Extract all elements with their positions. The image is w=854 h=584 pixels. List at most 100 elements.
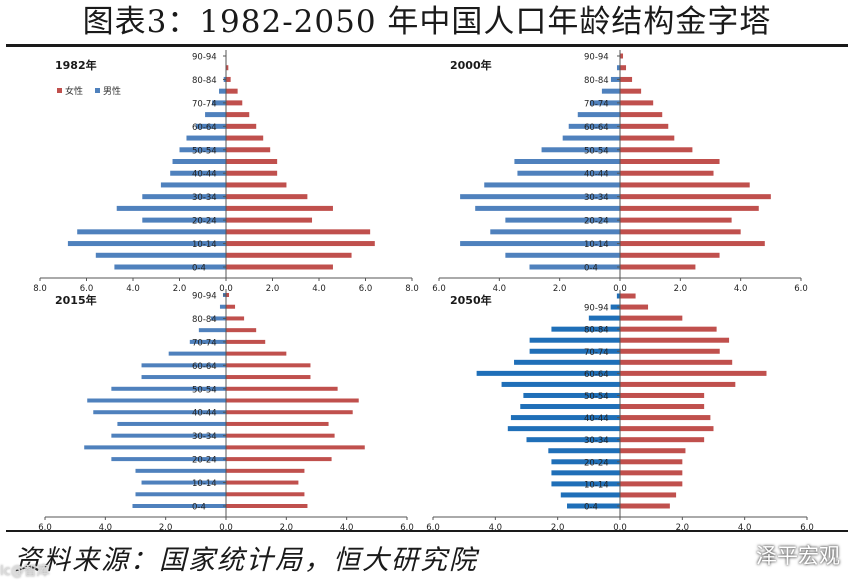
bar-female bbox=[620, 217, 732, 223]
category-label: 10-14 bbox=[192, 240, 217, 250]
bar-male bbox=[219, 88, 226, 94]
bar-male bbox=[111, 433, 226, 438]
watermark: 泽平宏观 bbox=[724, 540, 840, 570]
bar-male bbox=[551, 481, 620, 487]
chart-title: 2000年 bbox=[450, 58, 492, 72]
category-label: 20-24 bbox=[584, 458, 609, 468]
bar-male bbox=[476, 370, 620, 376]
watermark-text: 泽平宏观 bbox=[756, 544, 840, 568]
category-label: 60-64 bbox=[584, 370, 609, 380]
category-label: 10-14 bbox=[192, 479, 217, 489]
bar-female bbox=[226, 229, 371, 235]
bar-male bbox=[577, 112, 620, 118]
x-tick-label: 2.0 bbox=[280, 523, 294, 533]
bar-male bbox=[116, 205, 226, 211]
legend-label-female: 女性 bbox=[65, 85, 83, 97]
bar-male bbox=[548, 448, 620, 454]
bar-female bbox=[620, 205, 759, 211]
bar-female bbox=[226, 410, 353, 415]
legend-swatch-female bbox=[57, 88, 62, 93]
bar-male bbox=[186, 135, 226, 141]
bar-male bbox=[610, 76, 620, 82]
bar-female bbox=[226, 194, 308, 200]
bar-male bbox=[510, 415, 620, 421]
bar-male bbox=[95, 252, 226, 258]
x-tick-label: 2.0 bbox=[553, 284, 567, 294]
bar-male bbox=[484, 182, 620, 188]
bar-male bbox=[529, 348, 620, 354]
category-label: 50-54 bbox=[192, 146, 217, 156]
chart-title: 1982年 bbox=[55, 58, 97, 72]
bar-female bbox=[620, 135, 675, 141]
bar-female bbox=[620, 76, 633, 82]
bar-female bbox=[226, 217, 313, 223]
bar-female bbox=[620, 315, 683, 321]
category-label: 90-94 bbox=[584, 53, 609, 63]
bar-male bbox=[529, 264, 620, 270]
bar-female bbox=[226, 504, 308, 508]
bar-male bbox=[219, 304, 226, 309]
bar-female bbox=[620, 448, 686, 454]
category-label: 30-34 bbox=[584, 193, 609, 203]
bar-male bbox=[551, 470, 620, 476]
bar-male bbox=[117, 421, 226, 426]
category-label: 60-64 bbox=[192, 362, 217, 372]
bar-female bbox=[620, 293, 636, 299]
bar-male bbox=[475, 205, 620, 211]
bar-female bbox=[226, 293, 230, 297]
bar-female bbox=[226, 457, 332, 462]
category-label: 40-44 bbox=[192, 409, 217, 419]
bar-male bbox=[616, 293, 620, 299]
bar-male bbox=[111, 457, 226, 462]
bar-male bbox=[523, 392, 620, 398]
bar-female bbox=[620, 88, 642, 94]
bar-male bbox=[589, 100, 620, 106]
bar-female bbox=[620, 492, 677, 498]
bar-female bbox=[226, 135, 264, 141]
bar-female bbox=[620, 100, 654, 106]
bar-female bbox=[226, 445, 365, 450]
bar-male bbox=[93, 410, 226, 415]
bar-female bbox=[620, 437, 705, 443]
x-tick-label: 8.0 bbox=[405, 284, 419, 294]
pyramid-chart-2050: 2050年 0-4 10-14 20-24 30-34 40-44 50-54 60-64 70… bbox=[426, 290, 820, 533]
pyramid-chart-1982: 1982年 女性 男性 0-4 10-14 20-24 30-34 40-44 50-54 60-… bbox=[33, 50, 430, 294]
bar-female bbox=[226, 123, 257, 129]
x-tick-label: 2.0 bbox=[173, 284, 187, 294]
chart-title: 2050年 bbox=[450, 293, 492, 307]
category-label: 80-84 bbox=[192, 76, 217, 86]
bar-male bbox=[87, 398, 226, 403]
page-title: 图表3：1982-2050 年中国人口年龄结构金字塔 bbox=[82, 4, 772, 40]
bar-male bbox=[505, 217, 620, 223]
bar-male bbox=[179, 147, 226, 153]
bar-male bbox=[551, 326, 620, 332]
pyramid-chart-2015: 2015年 0-4 10-14 20-24 30-34 40-44 50-54 60-64 70… bbox=[35, 289, 430, 533]
category-label: 20-24 bbox=[192, 456, 217, 466]
x-tick-label: 6.0 bbox=[359, 284, 373, 294]
category-label: 0-4 bbox=[192, 503, 206, 513]
bar-female bbox=[226, 264, 333, 270]
bar-female bbox=[226, 88, 238, 94]
bar-female bbox=[620, 182, 750, 188]
bar-female bbox=[620, 241, 765, 247]
bar-male bbox=[135, 492, 226, 497]
bar-female bbox=[226, 480, 299, 485]
bar-female bbox=[226, 76, 231, 82]
category-label: 20-24 bbox=[192, 217, 217, 227]
bar-female bbox=[620, 252, 720, 258]
category-label: 50-54 bbox=[584, 146, 609, 156]
category-label: 0-4 bbox=[192, 264, 206, 274]
category-label: 60-64 bbox=[192, 123, 217, 133]
category-label: 90-94 bbox=[584, 304, 609, 314]
bar-male bbox=[529, 337, 620, 343]
bar-male bbox=[460, 241, 620, 247]
bar-female bbox=[226, 205, 333, 211]
bar-female bbox=[226, 386, 338, 391]
category-label: 70-74 bbox=[192, 99, 217, 109]
bar-female bbox=[620, 426, 714, 432]
x-tick-label: 2.0 bbox=[676, 523, 690, 533]
bar-female bbox=[620, 170, 714, 176]
category-label: 10-14 bbox=[584, 240, 609, 250]
pyramid-svg: 2050年 0-4 10-14 20-24 30-34 40-44 50-54 60-64 70… bbox=[426, 290, 814, 533]
category-label: 30-34 bbox=[584, 436, 609, 446]
